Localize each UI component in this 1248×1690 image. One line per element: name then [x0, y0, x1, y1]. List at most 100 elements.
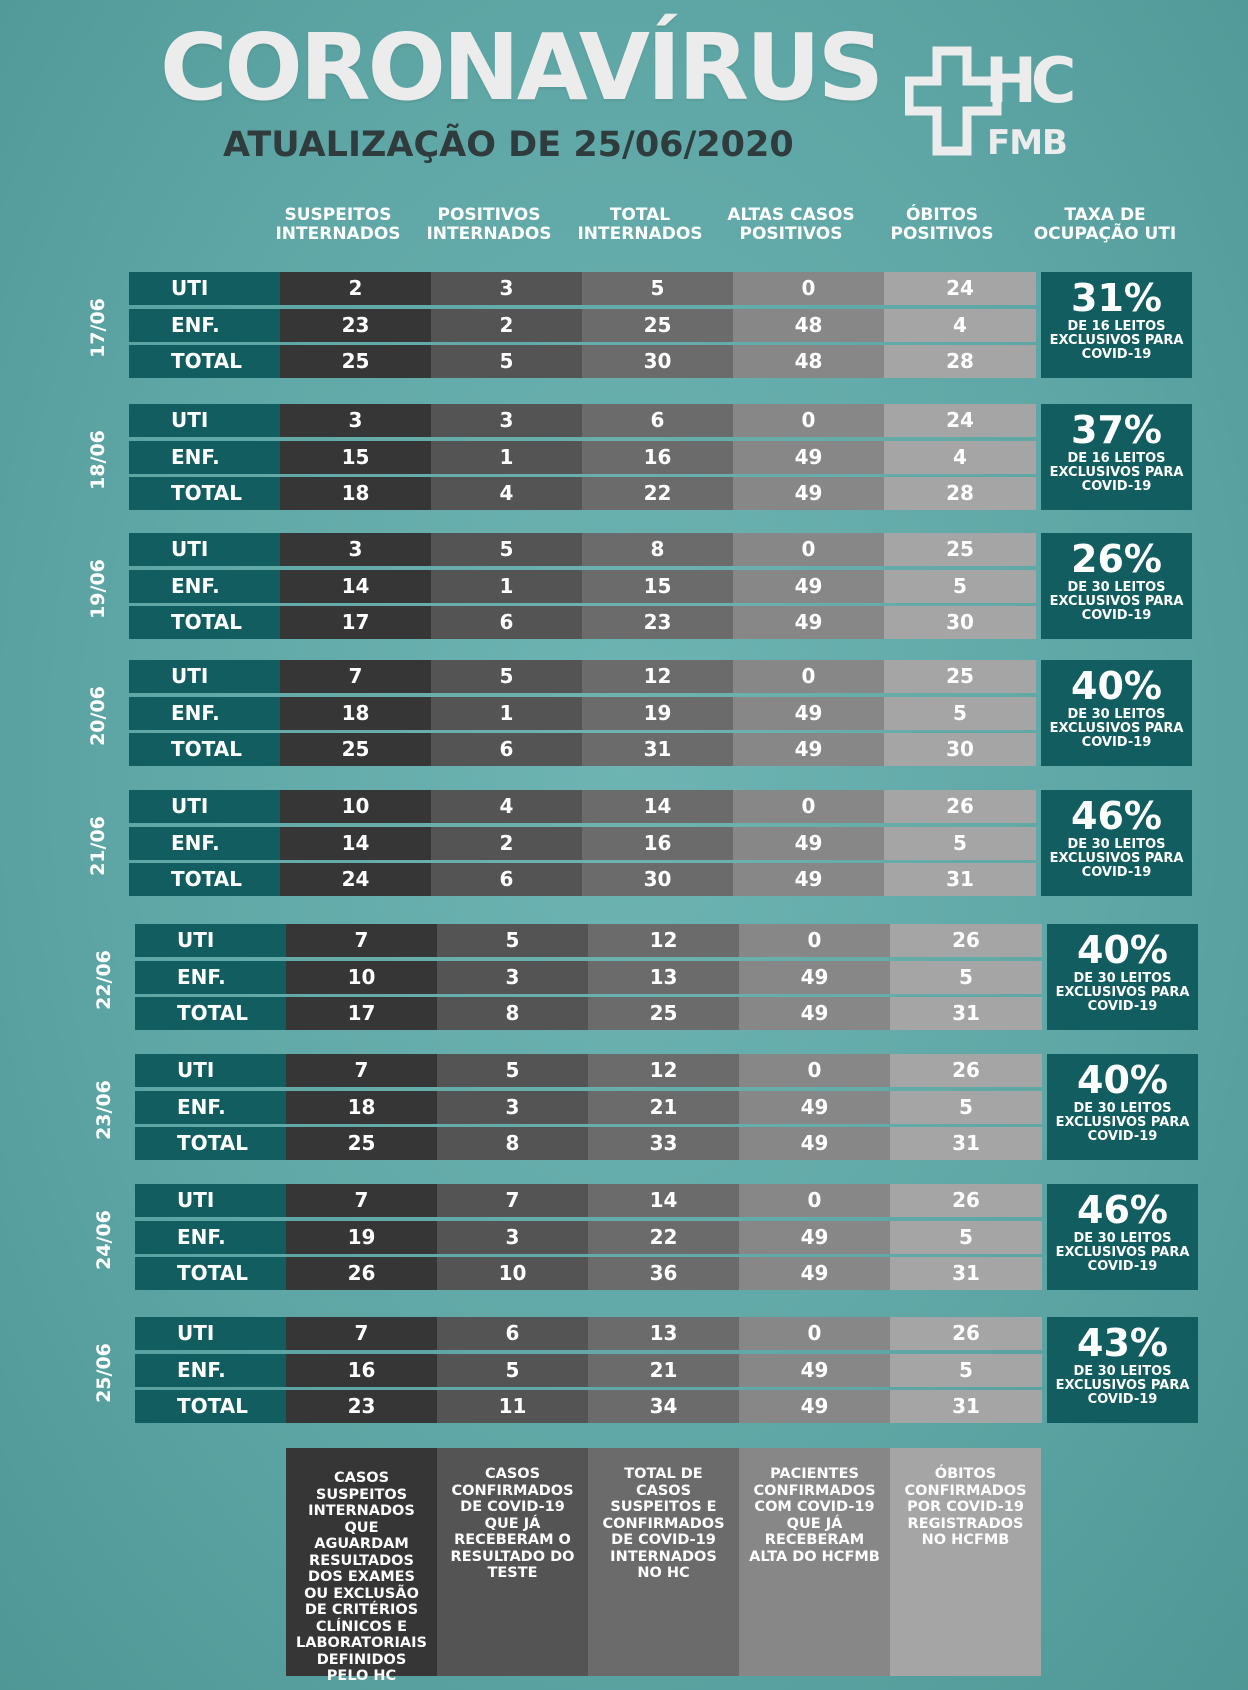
table-cell: 49 [733, 606, 884, 639]
legend-total: TOTAL DE CASOS SUSPEITOS E CONFIRMADOS D… [588, 1448, 739, 1676]
table-cell: 22 [582, 477, 733, 510]
table-cell: 30 [884, 606, 1036, 639]
legend-suspeitos: CASOS SUSPEITOS INTERNADOS QUE AGUARDAM … [286, 1448, 437, 1684]
occupancy-rate-description: DE 30 LEITOS EXCLUSIVOS PARA COVID-19 [1049, 837, 1184, 880]
table-cell: 26 [890, 1054, 1042, 1087]
table-cell: 5 [890, 1091, 1042, 1124]
date-label: 18/06 [87, 430, 109, 490]
table-cell: 33 [588, 1127, 739, 1160]
table-cell: 4 [431, 477, 582, 510]
row-label: UTI [135, 1184, 286, 1217]
row-label-text: ENF. [171, 313, 220, 337]
row-label: UTI [129, 660, 280, 693]
row-label-text: ENF. [171, 445, 220, 469]
table-cell: 0 [739, 1317, 890, 1350]
page-subtitle: ATUALIZAÇÃO DE 25/06/2020 [223, 125, 794, 165]
table-cell: 25 [588, 997, 739, 1030]
header-suspeitos: SUSPEITOS INTERNADOS [275, 205, 401, 244]
table-cell: 49 [739, 997, 890, 1030]
row-label: TOTAL [135, 997, 286, 1030]
row-label: ENF. [129, 827, 280, 860]
table-cell: 11 [437, 1390, 588, 1423]
row-label-text: TOTAL [177, 1131, 248, 1155]
table-cell: 31 [890, 1390, 1042, 1423]
legend-obitos: ÓBITOS CONFIRMADOS POR COVID-19 REGISTRA… [890, 1448, 1041, 1676]
table-cell: 16 [582, 441, 733, 474]
legend-altas: PACIENTES CONFIRMADOS COM COVID-19 QUE J… [739, 1448, 890, 1676]
date-label: 21/06 [87, 816, 109, 876]
occupancy-rate-value: 43% [1077, 1321, 1168, 1365]
date-label: 23/06 [93, 1080, 115, 1140]
table-cell: 8 [437, 1127, 588, 1160]
row-label: ENF. [129, 570, 280, 603]
table-cell: 10 [286, 961, 437, 994]
table-cell: 49 [739, 1390, 890, 1423]
table-cell: 7 [280, 660, 431, 693]
table-cell: 15 [280, 441, 431, 474]
table-cell: 0 [733, 790, 884, 823]
date-label: 20/06 [87, 686, 109, 746]
table-cell: 13 [588, 1317, 739, 1350]
table-cell: 16 [286, 1354, 437, 1387]
occupancy-rate-value: 37% [1071, 408, 1162, 452]
date-group: 22/06 UTI 7 5 12 0 26 ENF. 10 3 13 49 5 TOTAL 17 8 25 49 3… [93, 924, 1198, 1036]
table-cell: 12 [588, 924, 739, 957]
table-cell: 6 [431, 863, 582, 896]
table-row: TOTAL 18 4 22 49 28 [129, 477, 1036, 510]
occupancy-rate-value: 46% [1077, 1188, 1168, 1232]
table-row: UTI 3 3 6 0 24 [129, 404, 1036, 437]
row-label: UTI [129, 533, 280, 566]
table-row: TOTAL 23 11 34 49 31 [135, 1390, 1042, 1423]
table-cell: 7 [286, 1184, 437, 1217]
table-cell: 6 [431, 606, 582, 639]
legend: CASOS SUSPEITOS INTERNADOS QUE AGUARDAM … [286, 1448, 1041, 1684]
table-cell: 30 [884, 733, 1036, 766]
table-cell: 1 [431, 441, 582, 474]
table-cell: 5 [437, 924, 588, 957]
table-cell: 31 [890, 997, 1042, 1030]
table-row: UTI 2 3 5 0 24 [129, 272, 1036, 305]
row-label: UTI [135, 924, 286, 957]
row-label: ENF. [135, 1091, 286, 1124]
row-label: ENF. [129, 441, 280, 474]
occupancy-rate-value: 31% [1071, 276, 1162, 320]
occupancy-rate-box: 37% DE 16 LEITOS EXCLUSIVOS PARA COVID-19 [1041, 404, 1192, 510]
table-cell: 23 [280, 309, 431, 342]
table-row: ENF. 14 2 16 49 5 [129, 827, 1036, 860]
occupancy-rate-value: 40% [1077, 928, 1168, 972]
table-cell: 8 [437, 997, 588, 1030]
date-group: 20/06 UTI 7 5 12 0 25 ENF. 18 1 19 49 5 TOTAL 25 6 31 49 3… [87, 660, 1192, 772]
table-cell: 2 [431, 309, 582, 342]
occupancy-rate-description: DE 30 LEITOS EXCLUSIVOS PARA COVID-19 [1049, 707, 1184, 750]
occupancy-rate-description: DE 30 LEITOS EXCLUSIVOS PARA COVID-19 [1055, 1231, 1190, 1274]
table-cell: 48 [733, 345, 884, 378]
row-label-text: UTI [177, 1321, 215, 1345]
table-cell: 25 [884, 533, 1036, 566]
occupancy-rate-box: 40% DE 30 LEITOS EXCLUSIVOS PARA COVID-19 [1041, 660, 1192, 766]
row-label: UTI [129, 790, 280, 823]
table-cell: 24 [884, 272, 1036, 305]
table-cell: 6 [582, 404, 733, 437]
table-cell: 5 [884, 827, 1036, 860]
table-cell: 5 [431, 345, 582, 378]
row-label: ENF. [129, 309, 280, 342]
row-label: UTI [135, 1317, 286, 1350]
date-group: 17/06 UTI 2 3 5 0 24 ENF. 23 2 25 48 4 TOTAL 25 5 30 48 28… [87, 272, 1192, 384]
occupancy-rate-box: 46% DE 30 LEITOS EXCLUSIVOS PARA COVID-19 [1041, 790, 1192, 896]
table-row: ENF. 18 1 19 49 5 [129, 697, 1036, 730]
table-cell: 0 [733, 404, 884, 437]
table-cell: 7 [437, 1184, 588, 1217]
date-label: 19/06 [87, 559, 109, 619]
table-cell: 31 [890, 1257, 1042, 1290]
table-cell: 3 [437, 1221, 588, 1254]
table-cell: 49 [739, 961, 890, 994]
occupancy-rate-value: 46% [1071, 794, 1162, 838]
table-cell: 26 [890, 1184, 1042, 1217]
table-cell: 5 [582, 272, 733, 305]
occupancy-rate-value: 40% [1071, 664, 1162, 708]
table-cell: 49 [733, 477, 884, 510]
table-cell: 23 [582, 606, 733, 639]
table-cell: 4 [884, 441, 1036, 474]
row-label-text: TOTAL [171, 610, 242, 634]
row-label-text: UTI [171, 537, 209, 561]
